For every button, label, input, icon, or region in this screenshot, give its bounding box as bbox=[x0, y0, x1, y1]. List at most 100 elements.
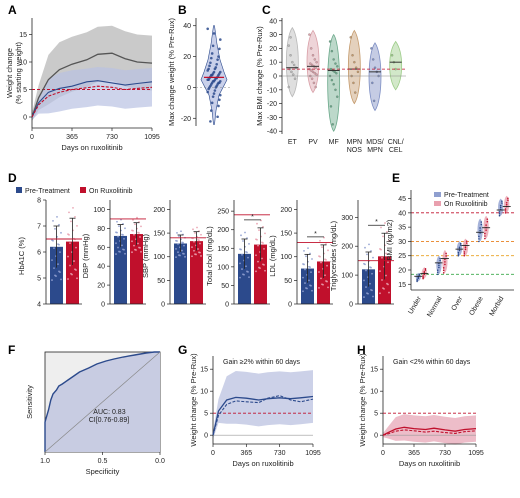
data-point bbox=[463, 251, 466, 253]
data-point bbox=[504, 208, 507, 210]
data-point bbox=[353, 60, 356, 64]
y-tick-label: 150 bbox=[153, 231, 165, 238]
data-point bbox=[504, 210, 507, 212]
data-point bbox=[444, 261, 446, 263]
data-point bbox=[245, 265, 247, 268]
data-point bbox=[255, 254, 257, 257]
data-point bbox=[213, 67, 217, 71]
data-point bbox=[305, 255, 307, 258]
data-point bbox=[315, 60, 318, 64]
data-point bbox=[381, 256, 383, 259]
data-point bbox=[388, 291, 390, 294]
data-point bbox=[326, 264, 328, 267]
data-point bbox=[70, 220, 72, 223]
data-point bbox=[501, 200, 503, 202]
data-point bbox=[371, 81, 374, 85]
data-point bbox=[416, 278, 418, 281]
data-point bbox=[293, 77, 297, 80]
legend-swatch bbox=[434, 201, 441, 206]
y-tick-label: 0 bbox=[161, 302, 165, 309]
data-point bbox=[199, 242, 201, 245]
x-tick-label: Obese bbox=[468, 295, 484, 316]
data-point bbox=[131, 240, 133, 243]
data-point bbox=[321, 283, 323, 286]
data-point bbox=[327, 286, 329, 289]
y-tick-label: 6 bbox=[37, 250, 41, 257]
data-point bbox=[436, 269, 439, 272]
data-point bbox=[136, 216, 138, 219]
data-point bbox=[258, 229, 260, 232]
data-point bbox=[210, 101, 214, 105]
data-point bbox=[245, 251, 247, 253]
data-point bbox=[314, 85, 317, 89]
data-point bbox=[116, 220, 118, 223]
x-tick-label: Morbid bbox=[489, 295, 506, 317]
data-point bbox=[180, 230, 182, 233]
y-tick-label: 0 bbox=[204, 433, 208, 440]
data-point bbox=[212, 32, 216, 35]
y-tick-label: -20 bbox=[267, 101, 277, 108]
violin bbox=[327, 33, 341, 132]
confidence-band bbox=[213, 370, 313, 440]
data-point bbox=[207, 87, 210, 91]
data-point bbox=[478, 240, 480, 243]
data-point bbox=[351, 54, 354, 57]
panel-E: E Pre-Treatment On Ruxolitinib Under Normal O… bbox=[385, 171, 514, 319]
data-point bbox=[132, 218, 134, 221]
data-point bbox=[255, 238, 257, 241]
y-tick-label: 80 bbox=[97, 226, 105, 233]
data-point bbox=[384, 222, 386, 224]
data-point bbox=[321, 246, 323, 249]
data-point bbox=[217, 55, 220, 58]
data-point bbox=[134, 248, 136, 251]
y-tick-label: 15 bbox=[398, 282, 406, 289]
data-point bbox=[197, 239, 199, 241]
data-point bbox=[56, 215, 58, 218]
data-point bbox=[53, 247, 55, 250]
y-tick-label: 20 bbox=[97, 283, 105, 290]
bar bbox=[238, 253, 251, 304]
data-point bbox=[182, 252, 184, 255]
data-point bbox=[305, 287, 307, 289]
x-tick-label: MPN bbox=[347, 139, 363, 146]
data-point bbox=[480, 223, 483, 226]
data-point bbox=[246, 270, 248, 273]
violin bbox=[348, 29, 361, 105]
x-tick-label: 730 bbox=[439, 450, 451, 457]
data-point bbox=[302, 263, 304, 265]
data-point bbox=[364, 246, 366, 249]
data-point bbox=[310, 69, 313, 72]
panel-G: G 0 5 10 15 0 365 730 1095 Days on ruxolitinib Wei… bbox=[178, 343, 321, 468]
data-point bbox=[371, 272, 373, 275]
y-axis-label: BMI (kg/m2) bbox=[385, 219, 394, 260]
data-point bbox=[369, 266, 371, 269]
y-axis-label: HbA1C (%) bbox=[17, 237, 26, 275]
y-tick-label: 200 bbox=[217, 227, 229, 234]
y-axis-label: Max BMI change (% Pre-Rux) bbox=[255, 26, 264, 126]
data-point bbox=[60, 278, 62, 281]
panel-label: E bbox=[392, 171, 400, 185]
data-point bbox=[313, 58, 316, 61]
y-tick-label: 30 bbox=[398, 239, 406, 246]
y-tick-label: 40 bbox=[183, 23, 191, 30]
data-point bbox=[219, 93, 222, 97]
data-point bbox=[287, 44, 290, 47]
data-point bbox=[463, 254, 466, 257]
data-point bbox=[261, 241, 263, 244]
bar bbox=[362, 269, 375, 304]
data-point bbox=[336, 65, 339, 68]
x-tick-label: MF bbox=[329, 139, 339, 146]
significance-marker: * bbox=[375, 219, 378, 226]
data-point bbox=[257, 244, 259, 247]
data-point bbox=[436, 271, 439, 274]
ci-annotation: CI[0.76-0.89] bbox=[89, 417, 130, 424]
data-point bbox=[380, 226, 382, 229]
x-tick-label: 0 bbox=[30, 134, 34, 141]
violin bbox=[200, 25, 228, 125]
y-tick-label: 50 bbox=[157, 278, 165, 285]
y-tick-label: -30 bbox=[267, 115, 277, 122]
x-axis-label: Days on ruxolitinib bbox=[61, 143, 122, 152]
panel-H: H 0 5 10 15 0 365 730 1095 Days on ruxolitinib Wei… bbox=[357, 343, 484, 468]
data-point bbox=[137, 242, 139, 245]
y-axis-label: SBP (mmHg) bbox=[141, 233, 150, 278]
